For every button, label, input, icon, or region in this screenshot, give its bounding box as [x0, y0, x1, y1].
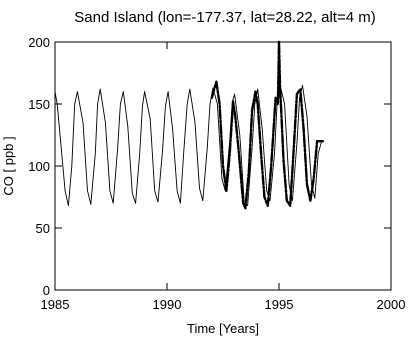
series-layer	[54, 40, 325, 210]
x-axis: 1985 1990 1995 2000	[41, 42, 406, 312]
x-tick-label: 2000	[377, 297, 406, 312]
series-line-2	[210, 40, 324, 210]
chart-title: Sand Island (lon=-177.37, lat=28.22, alt…	[74, 9, 375, 26]
y-tick-label: 50	[36, 221, 50, 236]
y-axis-label: CO [ ppb ]	[1, 136, 16, 195]
y-tick-label: 150	[28, 97, 50, 112]
y-axis: 0 50 100 150 200	[28, 35, 391, 298]
x-tick-label: 1990	[153, 297, 182, 312]
x-tick-label: 1985	[41, 297, 70, 312]
y-tick-label: 0	[43, 283, 50, 298]
x-tick-label: 1995	[265, 297, 294, 312]
y-tick-label: 200	[28, 35, 50, 50]
x-axis-label: Time [Years]	[187, 321, 259, 336]
y-tick-label: 100	[28, 159, 50, 174]
